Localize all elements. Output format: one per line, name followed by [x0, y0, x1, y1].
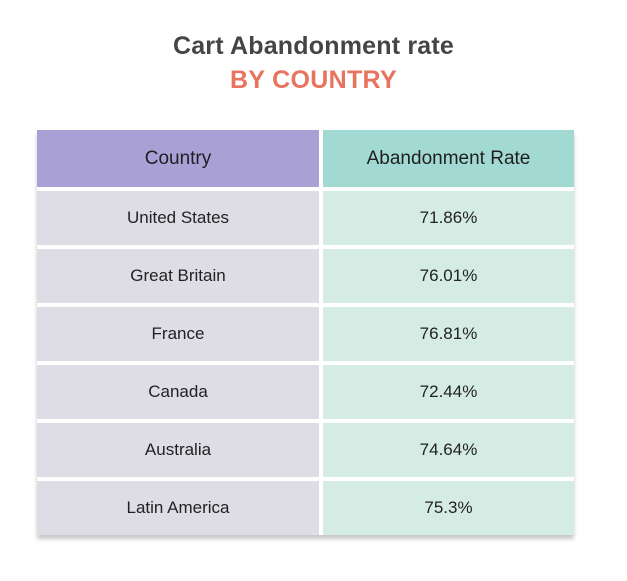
- rate-cell: 72.44%: [323, 365, 574, 419]
- table-row: Australia 74.64%: [37, 423, 574, 477]
- table-body: United States 71.86% Great Britain 76.01% Fr…: [37, 191, 574, 535]
- abandonment-table: Country Abandonment Rate United States 71…: [37, 130, 574, 535]
- rate-cell: 76.81%: [323, 307, 574, 361]
- table-row: France 76.81%: [37, 307, 574, 361]
- table-header-row: Country Abandonment Rate: [37, 130, 574, 187]
- chart-subtitle: BY COUNTRY: [230, 66, 397, 94]
- rate-cell: 75.3%: [323, 481, 574, 535]
- country-cell: Canada: [37, 365, 319, 419]
- country-cell: United States: [37, 191, 319, 245]
- country-cell: Great Britain: [37, 249, 319, 303]
- column-header-abandonment-rate: Abandonment Rate: [323, 130, 574, 187]
- rate-cell: 76.01%: [323, 249, 574, 303]
- table-row: Latin America 75.3%: [37, 481, 574, 535]
- table-row: United States 71.86%: [37, 191, 574, 245]
- table-row: Canada 72.44%: [37, 365, 574, 419]
- country-cell: France: [37, 307, 319, 361]
- country-cell: Latin America: [37, 481, 319, 535]
- chart-title: Cart Abandonment rate: [172, 32, 455, 60]
- table-row: Great Britain 76.01%: [37, 249, 574, 303]
- column-header-country: Country: [37, 130, 319, 187]
- rate-cell: 74.64%: [323, 423, 574, 477]
- country-cell: Australia: [37, 423, 319, 477]
- rate-cell: 71.86%: [323, 191, 574, 245]
